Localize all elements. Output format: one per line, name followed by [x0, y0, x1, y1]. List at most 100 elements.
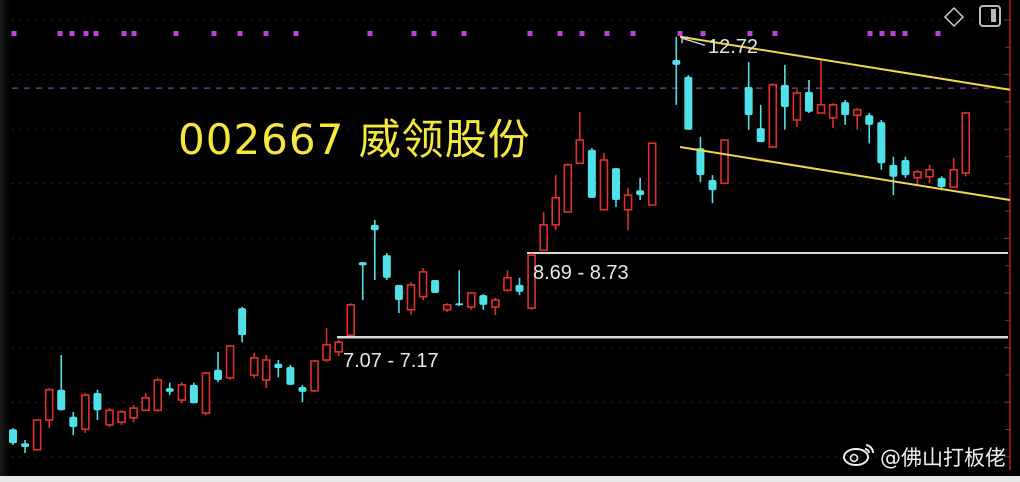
candle-body-up [551, 197, 561, 226]
candle-body-down [382, 255, 391, 278]
signal-dot [700, 31, 706, 36]
candle-body-up [647, 142, 657, 206]
panel-toggle-icon[interactable] [978, 4, 1002, 33]
candle-body-up [105, 409, 114, 426]
signal-dot [579, 31, 585, 36]
candle-body-up [925, 168, 934, 178]
signal-dot [879, 31, 885, 36]
candle-body-up [153, 379, 163, 412]
stock-title: 002667 威领股份 [178, 115, 531, 164]
signal-dot [367, 31, 373, 36]
candle-body-up [225, 345, 235, 379]
candle-body-up [310, 360, 319, 392]
candle-body-up [129, 407, 138, 419]
candle-body-down [370, 224, 379, 231]
signal-dot [527, 31, 533, 36]
signal-dot [121, 31, 127, 36]
candle-body-up [720, 139, 729, 185]
candle-body-down [587, 149, 596, 198]
candle-body-down [877, 122, 886, 164]
candle-body-down [298, 387, 307, 392]
candle-body-down [214, 369, 223, 380]
candle-body-up [32, 419, 42, 451]
candle-body-up [539, 224, 548, 252]
candle-body-down [57, 389, 66, 411]
signal-dot [461, 31, 467, 36]
candle-body-up [503, 277, 512, 292]
candle-body-down [394, 284, 403, 300]
candle-body-down [780, 84, 789, 108]
candle-body-up [852, 108, 862, 116]
signal-dot [57, 31, 63, 36]
signal-dot [747, 31, 753, 36]
candle-body-up [913, 171, 922, 179]
watermark-text: @佛山打板佬 [880, 445, 1006, 470]
signal-dot [557, 31, 563, 36]
candle-body-down [165, 388, 174, 392]
candle-body-down [358, 262, 367, 266]
candle-body-down [937, 177, 946, 188]
candle-body-up [249, 357, 259, 376]
candle-body-down [286, 367, 295, 385]
signal-dot [867, 31, 873, 36]
candle-body-up [527, 254, 536, 309]
signal-dot [293, 31, 299, 36]
signal-dot [935, 31, 941, 36]
signal-dot [431, 31, 437, 36]
candle-body-down [684, 76, 693, 130]
signal-dot [131, 31, 137, 36]
signal-dot [630, 31, 636, 36]
candle-body-up [346, 304, 355, 336]
signal-dot [890, 31, 896, 36]
signal-dot [173, 31, 179, 36]
signal-dot [11, 31, 17, 36]
candle-body-down [901, 160, 910, 176]
candle-body-down [889, 164, 898, 177]
candle-body-down [696, 148, 705, 176]
channel-lower-line [679, 146, 1011, 201]
candle-body-up [816, 104, 826, 114]
candle-body-down [21, 443, 30, 448]
signal-dot [69, 31, 75, 36]
candle-body-up [466, 292, 476, 308]
candle-body-up [828, 104, 838, 119]
candle-body-down [756, 128, 765, 143]
candle-body-up [261, 359, 271, 381]
bottom-border [0, 476, 1020, 482]
left-border [0, 0, 10, 482]
signal-dot [677, 31, 683, 36]
candle-body-up [599, 159, 609, 211]
candle-body-up [491, 299, 500, 308]
peak-arrow [681, 37, 706, 46]
candle-body-down [865, 115, 874, 125]
peak-arrow-head [681, 36, 688, 44]
candle-body-up [406, 284, 416, 311]
candle-body-up [418, 271, 428, 298]
watermark: @佛山打板佬 [842, 441, 1006, 472]
candle-body-up [201, 372, 211, 414]
candle-body-up [334, 341, 343, 353]
candle-body-down [804, 91, 813, 112]
signal-dot [83, 31, 89, 36]
signal-dot [263, 31, 269, 36]
peak-label: 12.72 [708, 36, 759, 58]
candle-body-up [949, 168, 958, 188]
candle-body-down [9, 429, 17, 444]
candle-body-up [623, 194, 633, 211]
signal-dot [93, 31, 99, 36]
candle-body-down [515, 284, 524, 292]
signal-dot [411, 31, 417, 36]
candle-body-down [274, 363, 283, 369]
candle-body-up [961, 112, 971, 174]
candle-body-down [479, 295, 488, 305]
channel-upper-line [679, 35, 1011, 91]
candle-body-up [44, 388, 54, 421]
candle-body-down [189, 384, 198, 404]
candle-body-down [672, 60, 681, 65]
candle-body-up [768, 84, 778, 148]
diamond-icon[interactable] [943, 6, 965, 33]
candle-body-up [575, 139, 585, 165]
support-label-lower: 7.07 - 7.17 [343, 350, 439, 372]
